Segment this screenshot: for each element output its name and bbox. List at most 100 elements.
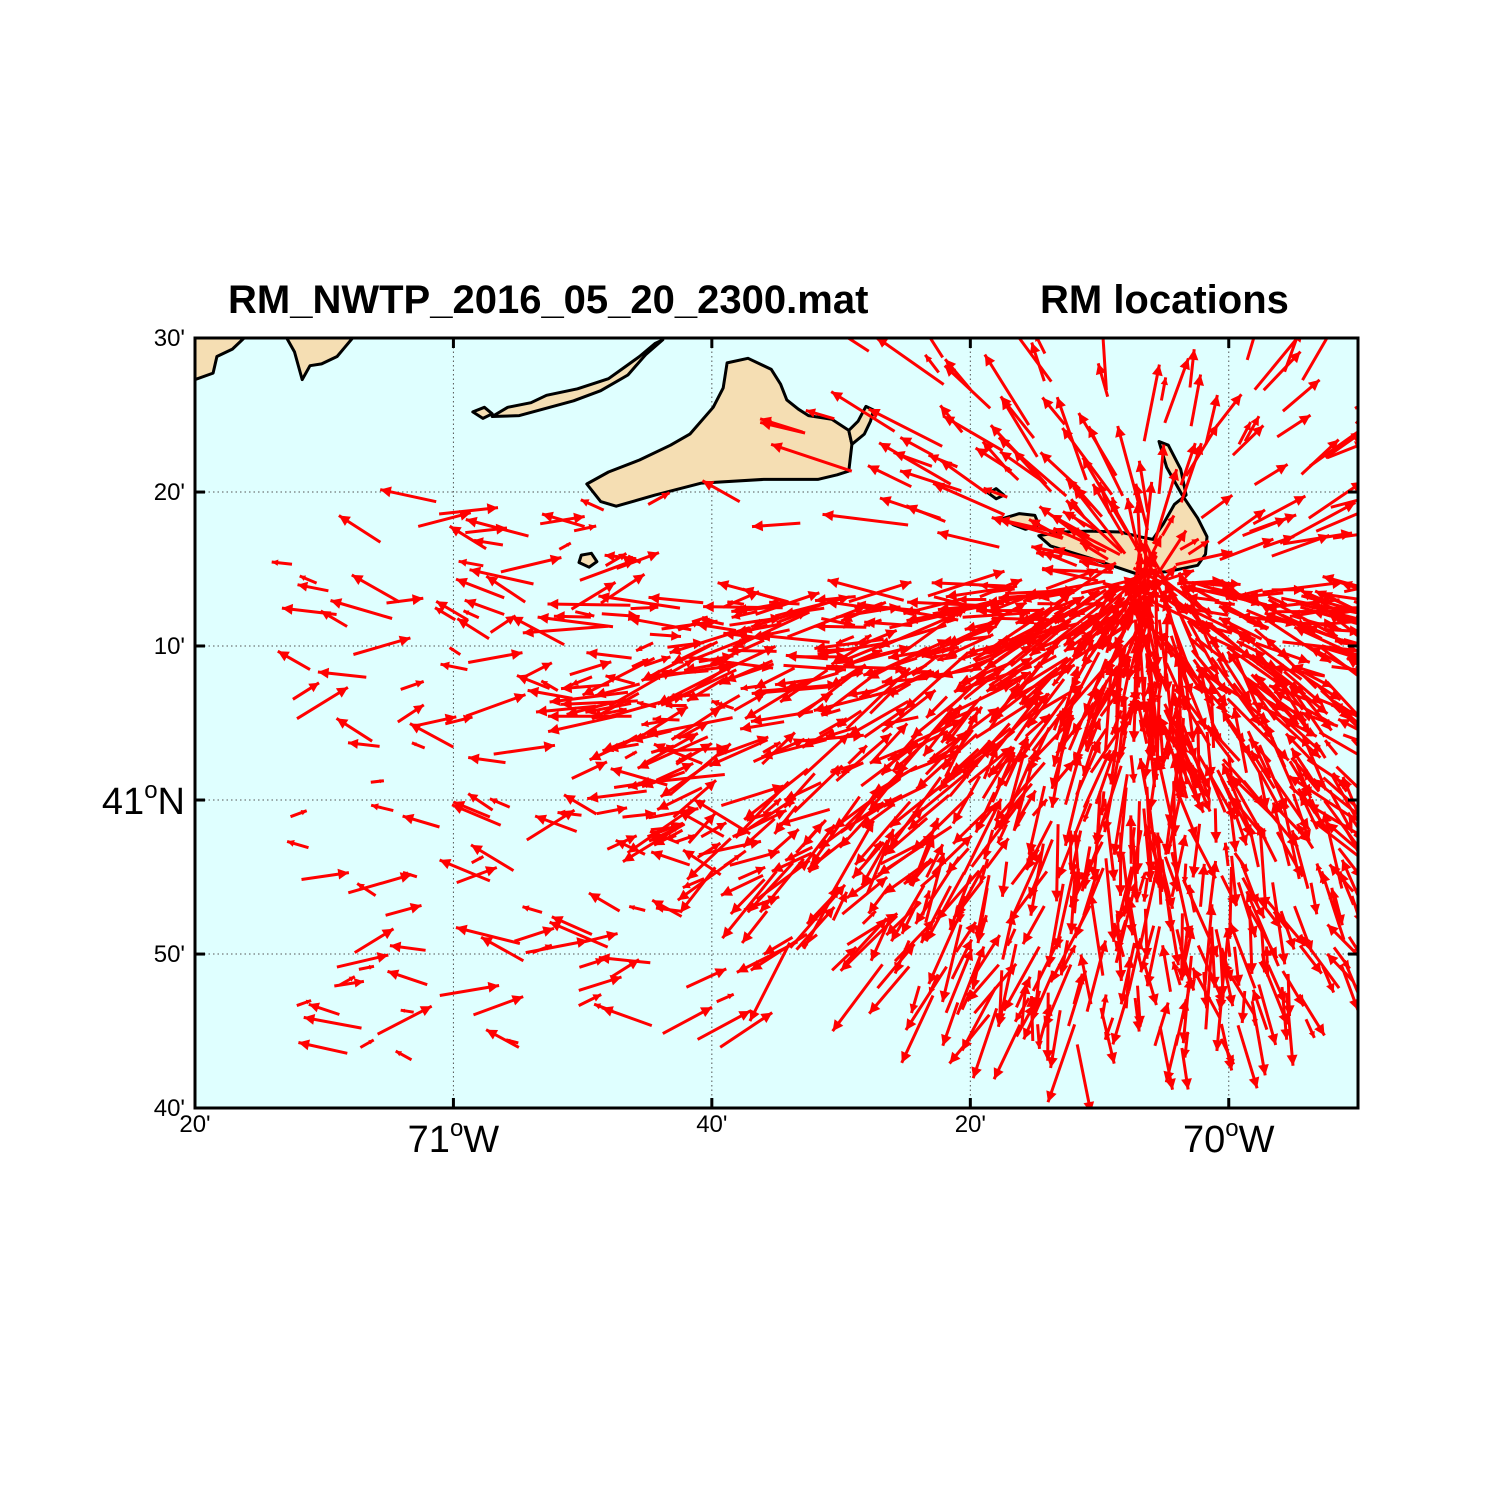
current-vector xyxy=(473,537,504,547)
current-vector xyxy=(1098,687,1113,708)
current-vector xyxy=(586,648,632,660)
current-vector xyxy=(560,682,610,694)
current-vector xyxy=(1368,591,1419,603)
current-vector xyxy=(1374,478,1443,501)
current-vector xyxy=(878,441,952,486)
current-vector xyxy=(1446,599,1478,609)
current-vector xyxy=(510,615,565,647)
current-vector xyxy=(1177,760,1205,814)
land-noman-island xyxy=(577,551,599,569)
current-vector xyxy=(1259,834,1271,908)
current-vector xyxy=(925,695,949,719)
current-vector xyxy=(733,691,767,712)
land-mainland-west xyxy=(195,338,246,382)
current-vector xyxy=(1432,803,1500,833)
current-vector xyxy=(1304,1018,1316,1039)
current-vector xyxy=(881,638,950,672)
current-vector xyxy=(1113,605,1138,650)
current-vector xyxy=(802,885,840,950)
current-vector xyxy=(1225,588,1264,602)
current-vector xyxy=(1033,630,1080,652)
current-vector xyxy=(1258,770,1284,814)
current-vector xyxy=(687,812,717,844)
current-vector xyxy=(465,516,529,538)
current-vector xyxy=(954,921,977,953)
current-vector xyxy=(845,849,915,900)
current-vector xyxy=(610,766,668,787)
current-vector xyxy=(603,706,627,716)
current-vector xyxy=(608,668,673,708)
current-vector xyxy=(1335,765,1358,790)
current-vector xyxy=(1467,973,1500,1001)
current-vector xyxy=(1459,867,1500,913)
current-vector xyxy=(469,566,534,586)
current-vector xyxy=(1429,847,1468,868)
current-vector xyxy=(1323,799,1358,849)
current-vector xyxy=(1383,583,1430,595)
current-vector xyxy=(1291,709,1312,734)
current-vector xyxy=(389,941,426,953)
current-vector xyxy=(1045,883,1065,968)
current-vector xyxy=(1315,511,1358,533)
current-vector xyxy=(1127,937,1144,992)
current-vector xyxy=(581,656,656,697)
current-vector xyxy=(1187,761,1212,813)
current-vector xyxy=(840,761,864,774)
current-vector xyxy=(841,875,889,916)
current-vector xyxy=(1391,808,1412,835)
current-vector xyxy=(1466,445,1500,459)
current-vector xyxy=(525,937,589,955)
current-vector xyxy=(578,957,605,969)
current-vector xyxy=(1271,533,1330,558)
current-vector xyxy=(835,635,855,646)
current-vector xyxy=(742,817,776,849)
current-vector xyxy=(1453,810,1472,819)
current-vector xyxy=(1265,618,1332,664)
current-vector xyxy=(963,643,1033,701)
current-vector xyxy=(1479,648,1500,659)
current-vector xyxy=(547,714,617,735)
current-vector xyxy=(847,744,868,765)
current-vector xyxy=(732,808,788,839)
current-vector xyxy=(848,699,909,737)
current-vector xyxy=(1308,429,1358,468)
current-vector xyxy=(1388,686,1412,701)
current-vector xyxy=(485,1028,520,1049)
current-vector xyxy=(434,606,457,622)
current-vector xyxy=(761,731,796,766)
current-vector xyxy=(759,419,806,435)
current-vector xyxy=(1161,613,1173,685)
current-vector xyxy=(908,718,963,746)
current-vector xyxy=(1394,763,1430,803)
current-vector xyxy=(1015,976,1032,1009)
current-vector xyxy=(467,753,506,765)
current-vector xyxy=(1391,334,1414,355)
current-vector xyxy=(1428,660,1475,671)
current-vector xyxy=(753,666,796,690)
current-vector xyxy=(1186,884,1196,913)
current-vector xyxy=(526,808,576,842)
current-vector xyxy=(1430,619,1479,643)
current-vector xyxy=(1494,607,1500,618)
current-vector xyxy=(516,674,551,690)
current-vector xyxy=(858,663,928,700)
current-vector xyxy=(1305,625,1352,646)
current-vector xyxy=(1426,700,1481,752)
current-vector xyxy=(489,797,511,809)
current-vector xyxy=(1395,736,1412,754)
current-vector xyxy=(1188,823,1202,878)
current-vector xyxy=(678,866,717,914)
current-vector xyxy=(930,653,951,660)
current-vector xyxy=(1407,895,1429,935)
current-vector xyxy=(402,870,418,879)
current-vector xyxy=(579,558,637,582)
current-vector xyxy=(993,761,1046,822)
current-vector xyxy=(906,603,990,624)
current-vector xyxy=(1386,956,1398,996)
current-vector xyxy=(336,952,389,969)
current-vector xyxy=(585,701,632,716)
current-vector xyxy=(1114,919,1128,952)
current-vector xyxy=(1475,701,1500,710)
current-vector xyxy=(991,515,1064,540)
